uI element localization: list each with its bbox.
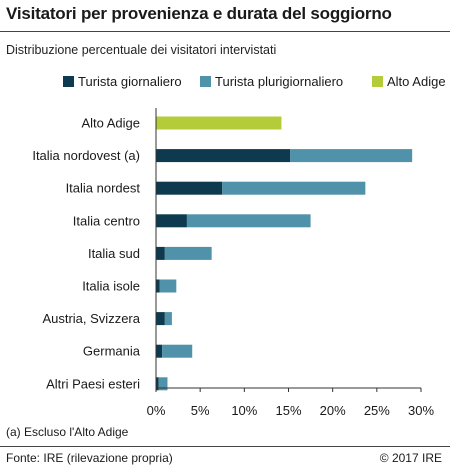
copyright-text: © 2017 IRE [379, 451, 442, 465]
bar-altri-paesi-esteri-turista-giornaliero [156, 377, 159, 391]
source-text: Fonte: IRE (rilevazione propria) [6, 451, 173, 465]
chart-title: Visitatori per provenienza e durata del … [6, 4, 392, 23]
category-label-italia-nordovest-a: Italia nordovest (a) [32, 148, 140, 163]
bar-germania-turista-plurigiornaliero [162, 344, 193, 358]
bar-italia-sud-turista-giornaliero [156, 246, 165, 260]
x-tick-label-25: 25% [364, 403, 390, 418]
bar-altri-paesi-esteri-turista-plurigiornaliero [158, 377, 168, 391]
legend-swatch-alto-adige [372, 76, 383, 87]
x-tick-label-5: 5% [191, 403, 210, 418]
bar-alto-adige-alto-adige [156, 116, 282, 130]
category-label-germania: Germania [83, 344, 141, 359]
legend-swatch-turista-giornaliero [63, 76, 74, 87]
bar-italia-centro-turista-plurigiornaliero [186, 214, 311, 228]
bar-italia-isole-turista-giornaliero [156, 279, 160, 293]
legend-label-turista-giornaliero: Turista giornaliero [78, 74, 182, 89]
x-axis: 0% 5% 10% 15% 20% 25% 30% [147, 108, 434, 418]
category-label-italia-centro: Italia centro [73, 213, 140, 228]
chart-subtitle: Distribuzione percentuale dei visitatori… [6, 43, 277, 57]
category-label-austria-svizzera: Austria, Svizzera [42, 311, 140, 326]
category-label-italia-isole: Italia isole [82, 279, 140, 294]
bar-italia-nordest-turista-plurigiornaliero [222, 181, 366, 195]
bar-austria-svizzera-turista-giornaliero [156, 312, 165, 326]
legend-label-turista-plurigiornaliero: Turista plurigiornaliero [215, 74, 343, 89]
bar-italia-sud-turista-plurigiornaliero [164, 246, 212, 260]
bar-italia-isole-turista-plurigiornaliero [159, 279, 177, 293]
category-label-italia-sud: Italia sud [88, 246, 140, 261]
x-tick-label-0: 0% [147, 403, 166, 418]
bar-chart: Turista giornaliero Turista plurigiornali… [32, 74, 446, 418]
bar-italia-nordovest-a-turista-plurigiornaliero [290, 149, 413, 163]
legend-swatch-turista-plurigiornaliero [200, 76, 211, 87]
bar-italia-nordovest-a-turista-giornaliero [156, 149, 291, 163]
x-tick-label-20: 20% [320, 403, 346, 418]
category-label-alto-adige: Alto Adige [81, 116, 140, 131]
legend-label-alto-adige: Alto Adige [387, 74, 446, 89]
bars [156, 116, 413, 391]
x-tick-label-30: 30% [408, 403, 434, 418]
legend: Turista giornaliero Turista plurigiornali… [63, 74, 446, 89]
category-labels: Alto Adige Italia nordovest (a) Italia nor… [32, 116, 140, 392]
bottom-rule [0, 446, 450, 447]
x-tick-label-10: 10% [231, 403, 257, 418]
footnote: (a) Escluso l'Alto Adige [6, 425, 129, 439]
bar-italia-centro-turista-giornaliero [156, 214, 187, 228]
bar-austria-svizzera-turista-plurigiornaliero [164, 312, 172, 326]
bar-italia-nordest-turista-giornaliero [156, 181, 223, 195]
category-label-altri-paesi-esteri: Altri Paesi esteri [46, 376, 140, 391]
category-label-italia-nordest: Italia nordest [66, 181, 141, 196]
top-rule [0, 31, 450, 32]
bar-germania-turista-giornaliero [156, 344, 163, 358]
x-tick-label-15: 15% [275, 403, 301, 418]
